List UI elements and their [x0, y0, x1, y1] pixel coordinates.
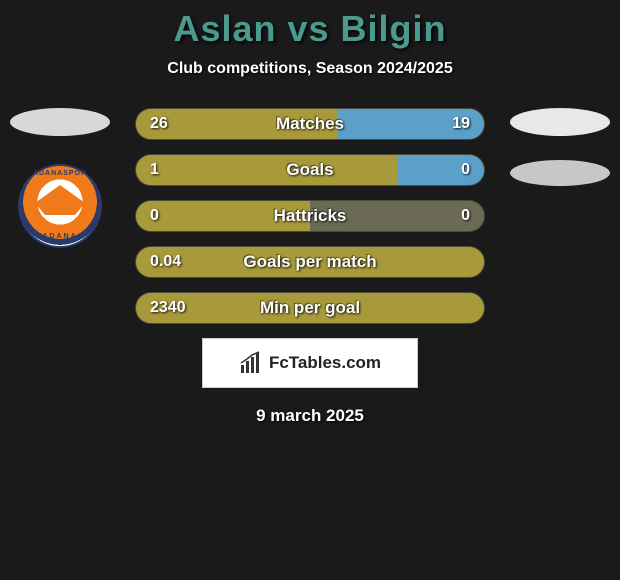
stats-area: ADANASPOR ADANA 2619Matches 10Goals 00Hatt…: [0, 108, 620, 324]
club-left-badge: ADANASPOR ADANA: [18, 164, 102, 248]
badge-top-text: ADANASPOR: [20, 170, 100, 177]
badge-icon: [35, 185, 85, 215]
page-title: Aslan vs Bilgin: [0, 8, 620, 50]
stat-row: 10Goals: [135, 154, 485, 186]
comparison-card: Aslan vs Bilgin Club competitions, Seaso…: [0, 0, 620, 426]
stat-row: 2340Min per goal: [135, 292, 485, 324]
stat-row: 0.04Goals per match: [135, 246, 485, 278]
chart-icon: [239, 351, 263, 375]
subtitle: Club competitions, Season 2024/2025: [0, 60, 620, 78]
player-left-placeholder: [10, 108, 110, 136]
stat-row: 2619Matches: [135, 108, 485, 140]
source-label: FcTables.com: [269, 353, 381, 373]
club-right-placeholder: [510, 160, 610, 186]
badge-bottom-text: ADANA: [20, 233, 100, 240]
stat-label: Min per goal: [136, 293, 484, 323]
date-label: 9 march 2025: [0, 406, 620, 426]
stat-label: Goals: [136, 155, 484, 185]
stat-label: Goals per match: [136, 247, 484, 277]
stat-row: 00Hattricks: [135, 200, 485, 232]
stat-label: Matches: [136, 109, 484, 139]
stat-bars: 2619Matches 10Goals 00Hattricks 0.04Goals p…: [135, 108, 485, 324]
source-attribution[interactable]: FcTables.com: [202, 338, 418, 388]
stat-label: Hattricks: [136, 201, 484, 231]
player-right-placeholder: [510, 108, 610, 136]
